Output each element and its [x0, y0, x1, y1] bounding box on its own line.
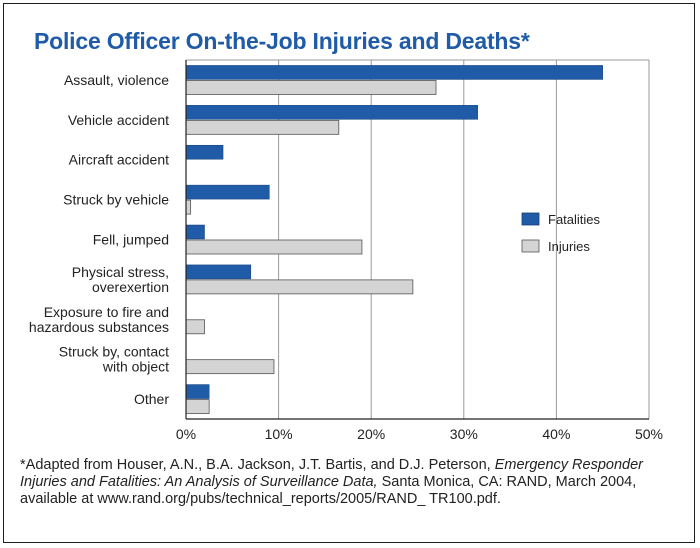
category-label: Exposure to fire and: [44, 304, 169, 320]
legend-swatch-fatalities: [521, 212, 540, 226]
bar-fatalities: [185, 144, 224, 160]
bar-fatalities: [185, 184, 270, 200]
bar-injuries: [185, 279, 414, 295]
legend-label-fatalities: Fatalities: [548, 212, 601, 227]
bar-injuries: [185, 319, 205, 335]
chart-title: Police Officer On-the-Job Injuries and D…: [34, 28, 530, 54]
bar-fatalities: [185, 65, 603, 80]
category-label: hazardous substances: [29, 319, 169, 335]
category-label: Other: [134, 391, 169, 407]
category-label: Vehicle accident: [68, 112, 169, 128]
bar-injuries: [185, 239, 363, 255]
bar-fatalities: [185, 105, 478, 120]
bar-injuries: [185, 359, 275, 375]
bar-injuries: [185, 119, 340, 135]
category-label: Struck by vehicle: [63, 192, 169, 208]
figure-frame: [3, 3, 695, 543]
bar-injuries: [185, 80, 437, 95]
footnote: *Adapted from Houser, A.N., B.A. Jackson…: [20, 457, 670, 508]
bar-fatalities: [185, 224, 205, 240]
x-tick-label: 20%: [357, 426, 385, 442]
legend-swatch-injuries: [521, 239, 540, 253]
category-label: Fell, jumped: [93, 232, 169, 248]
bar-fatalities: [185, 384, 210, 399]
x-tick-label: 40%: [542, 426, 570, 442]
bar-injuries: [185, 399, 210, 414]
plot-area: [186, 60, 649, 419]
footnote-citation: *Adapted from Houser, A.N., B.A. Jackson…: [20, 457, 495, 473]
bar-fatalities: [185, 264, 252, 280]
category-label: overexertion: [92, 279, 169, 295]
category-label: Assault, violence: [64, 72, 169, 88]
category-label: Aircraft accident: [69, 152, 169, 168]
footnote-source: Santa Monica, CA: RAND, March 2004, avai…: [20, 474, 637, 507]
x-tick-label: 50%: [635, 426, 663, 442]
legend-label-injuries: Injuries: [548, 239, 590, 254]
category-label: with object: [102, 359, 169, 375]
footnote-report-title: Emergency Responder Injuries and Fatalit…: [20, 457, 643, 490]
x-tick-label: 30%: [450, 426, 478, 442]
bar-injuries: [185, 199, 192, 215]
category-label: Physical stress,: [72, 264, 169, 280]
category-label: Struck by, contact: [59, 344, 169, 360]
x-tick-label: 10%: [265, 426, 293, 442]
x-tick-label: 0%: [176, 426, 196, 442]
